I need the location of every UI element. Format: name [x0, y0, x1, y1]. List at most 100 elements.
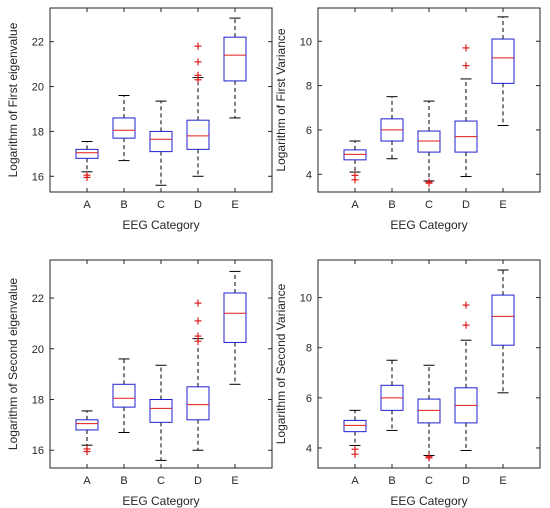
outlier-marker [83, 173, 91, 181]
box-C [149, 100, 173, 186]
iqr-box [112, 117, 136, 139]
x-tick-label: C [157, 199, 165, 211]
y-tick-label: 22 [32, 37, 44, 49]
y-tick-label: 8 [306, 343, 312, 355]
x-tick-label: E [231, 199, 238, 211]
outlier-marker [462, 44, 470, 52]
x-tick-label: B [120, 199, 127, 211]
iqr-box [149, 399, 173, 423]
x-tick-label: A [83, 199, 91, 211]
y-tick-label: 20 [32, 82, 44, 94]
x-tick-label: C [425, 475, 433, 487]
x-tick-label: C [157, 475, 165, 487]
y-tick-label: 10 [300, 36, 312, 48]
outlier-marker [351, 176, 359, 184]
axes-frame [317, 7, 541, 193]
x-tick-label: E [499, 475, 506, 487]
outlier-marker [351, 450, 359, 458]
y-axis-label: Logarithm of First eigenvalue [6, 22, 20, 177]
outlier-marker [194, 42, 202, 50]
x-tick-label: C [425, 199, 433, 211]
box-E [223, 270, 247, 385]
box-D [186, 299, 210, 451]
iqr-box [491, 294, 515, 346]
x-tick-label: A [83, 475, 91, 487]
y-tick-label: 20 [32, 344, 44, 356]
x-tick-label: D [462, 475, 470, 487]
outlier-marker [194, 317, 202, 325]
y-tick-label: 16 [32, 171, 44, 183]
chart-panel-4: 4 6 8 10 A B C D E EEG Category Logarithm of Secon… [274, 259, 541, 508]
x-tick-label: B [388, 475, 395, 487]
x-tick-label: B [388, 199, 395, 211]
y-tick-label: 8 [306, 81, 312, 93]
box-E [223, 17, 247, 119]
y-tick-label: 18 [32, 395, 44, 407]
x-tick-label: D [462, 199, 470, 211]
y-tick-label: 16 [32, 445, 44, 457]
outlier-marker [194, 58, 202, 66]
iqr-box [75, 148, 99, 159]
y-tick-label: 6 [306, 393, 312, 405]
axes-frame [49, 7, 273, 193]
x-tick-label: A [351, 199, 359, 211]
x-tick-label: E [231, 475, 238, 487]
outlier-marker [194, 337, 202, 345]
y-tick-label: 4 [306, 169, 312, 181]
outlier-marker [194, 76, 202, 84]
x-axis-label: EEG Category [390, 218, 467, 232]
outlier-marker [425, 179, 433, 187]
x-tick-label: D [194, 199, 202, 211]
chart-panel-3: 16 18 20 22 A B C D E EEG Category Logarithm of Se… [6, 259, 273, 508]
iqr-box [417, 398, 441, 424]
x-axis-label: EEG Category [390, 494, 467, 508]
box-B [380, 359, 404, 431]
box-A [343, 409, 367, 458]
outlier-marker [462, 301, 470, 309]
box-B [112, 95, 136, 162]
box-E [491, 269, 515, 394]
box-B [112, 358, 136, 433]
iqr-box [343, 419, 367, 433]
axes-frame [317, 259, 541, 469]
box-C [417, 100, 441, 187]
chart-panel-2: 4 6 8 10 A B C D E EEG Category Logarithm of First… [274, 7, 541, 232]
box-D [186, 42, 210, 177]
box-C [417, 364, 441, 462]
x-axis-label: EEG Category [122, 218, 199, 232]
iqr-box [223, 292, 247, 343]
y-tick-label: 4 [306, 443, 312, 455]
box-C [149, 364, 173, 461]
iqr-box [343, 149, 367, 161]
y-axis-label: Logarithm of Second Variance [274, 283, 288, 444]
x-tick-label: A [351, 475, 359, 487]
box-B [380, 96, 404, 160]
outlier-marker [425, 454, 433, 462]
iqr-box [75, 419, 99, 431]
box-A [75, 141, 99, 181]
iqr-box [417, 130, 441, 153]
y-tick-label: 22 [32, 293, 44, 305]
iqr-box [149, 130, 173, 153]
iqr-box [223, 36, 247, 82]
y-tick-label: 6 [306, 125, 312, 137]
outlier-marker [462, 62, 470, 70]
iqr-box [186, 119, 210, 150]
iqr-box [491, 38, 515, 84]
x-axis-label: EEG Category [122, 494, 199, 508]
box-D [454, 44, 478, 177]
outlier-marker [83, 448, 91, 456]
y-axis-label: Logarithm of Second eigenvalue [6, 278, 20, 450]
outlier-marker [462, 321, 470, 329]
box-A [343, 140, 367, 184]
box-A [75, 410, 99, 456]
x-tick-label: D [194, 475, 202, 487]
y-axis-label: Logarithm of First Variance [274, 28, 288, 171]
chart-panel-1: 16 18 20 22 A B C D E EEG Category Logarithm of Fi… [6, 7, 273, 232]
iqr-box [186, 386, 210, 421]
outlier-marker [194, 299, 202, 307]
y-tick-label: 10 [300, 293, 312, 305]
y-tick-label: 18 [32, 126, 44, 138]
x-tick-label: E [499, 199, 506, 211]
